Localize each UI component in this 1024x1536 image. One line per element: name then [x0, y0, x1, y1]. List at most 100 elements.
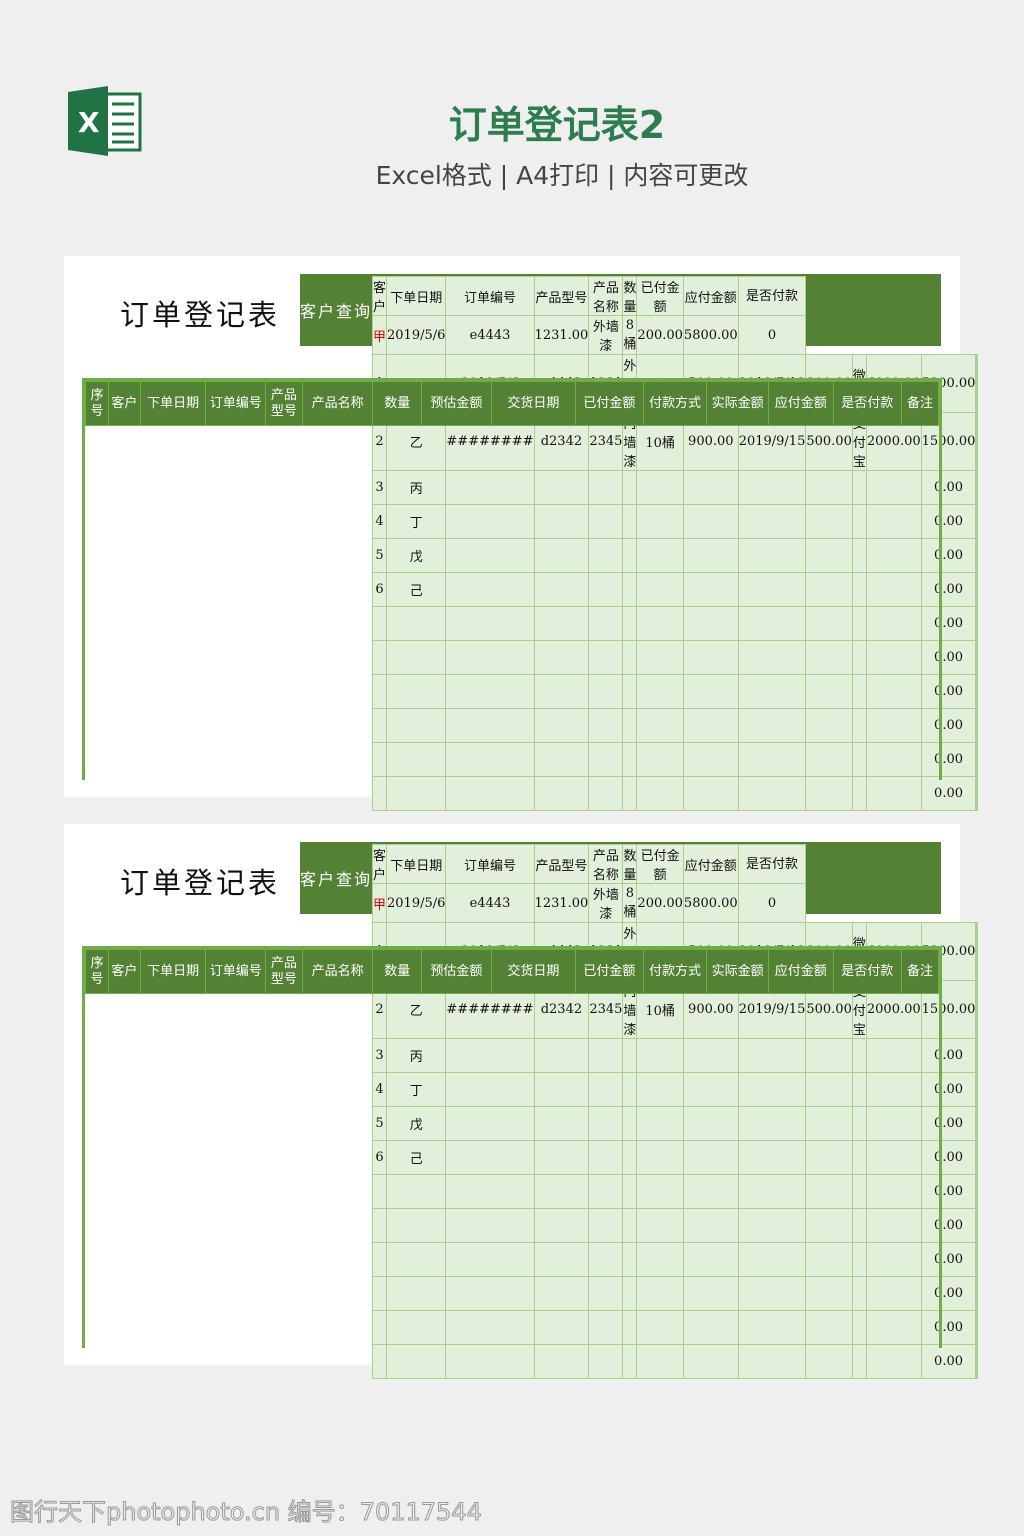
table-cell[interactable]: [805, 1344, 853, 1379]
table-cell[interactable]: 0.00: [920, 1276, 977, 1311]
table-cell[interactable]: [976, 354, 979, 413]
table-cell[interactable]: [445, 1276, 535, 1311]
table-cell[interactable]: [865, 640, 922, 675]
table-cell[interactable]: [445, 1344, 535, 1379]
table-cell[interactable]: [851, 674, 867, 709]
table-cell[interactable]: [622, 538, 638, 573]
table-cell[interactable]: [976, 1208, 979, 1243]
table-cell[interactable]: [371, 606, 388, 641]
table-cell[interactable]: [976, 1106, 979, 1141]
table-cell[interactable]: 丁: [386, 504, 447, 539]
query-customer-input[interactable]: 甲: [371, 883, 388, 923]
table-cell[interactable]: [865, 708, 922, 743]
table-cell[interactable]: [737, 1344, 807, 1379]
table-cell[interactable]: [805, 504, 853, 539]
table-cell[interactable]: [976, 980, 979, 1039]
table-cell[interactable]: [386, 742, 447, 777]
table-cell[interactable]: [636, 1344, 684, 1379]
table-cell[interactable]: [533, 1038, 590, 1073]
table-cell[interactable]: [533, 1106, 590, 1141]
table-cell[interactable]: [851, 776, 867, 811]
table-cell[interactable]: [622, 1242, 638, 1277]
table-cell[interactable]: [445, 708, 535, 743]
table-cell[interactable]: [976, 922, 979, 981]
table-cell[interactable]: [976, 1038, 979, 1073]
table-cell[interactable]: [805, 572, 853, 607]
table-cell[interactable]: [622, 776, 638, 811]
table-cell[interactable]: [865, 742, 922, 777]
table-cell[interactable]: [588, 1038, 624, 1073]
table-cell[interactable]: [588, 1276, 624, 1311]
table-cell[interactable]: [976, 412, 979, 471]
table-cell[interactable]: [976, 538, 979, 573]
table-cell[interactable]: [737, 674, 807, 709]
table-cell[interactable]: [636, 1242, 684, 1277]
table-cell[interactable]: [445, 1106, 535, 1141]
table-cell[interactable]: [533, 1174, 590, 1209]
table-cell[interactable]: [445, 538, 535, 573]
table-cell[interactable]: [445, 1038, 535, 1073]
table-cell[interactable]: [851, 708, 867, 743]
table-cell[interactable]: 3: [371, 1038, 388, 1073]
table-cell[interactable]: [865, 538, 922, 573]
table-cell[interactable]: [682, 470, 739, 505]
table-cell[interactable]: [636, 504, 684, 539]
table-cell[interactable]: [533, 1310, 590, 1345]
table-cell[interactable]: [805, 1276, 853, 1311]
table-cell[interactable]: [533, 708, 590, 743]
table-cell[interactable]: [371, 776, 388, 811]
table-cell[interactable]: [445, 640, 535, 675]
table-cell[interactable]: 1500.00: [920, 412, 977, 471]
table-cell[interactable]: [371, 1242, 388, 1277]
table-cell[interactable]: [737, 1276, 807, 1311]
table-cell[interactable]: [976, 742, 979, 777]
table-cell[interactable]: 6: [371, 572, 388, 607]
table-cell[interactable]: [533, 1072, 590, 1107]
table-cell[interactable]: [976, 1276, 979, 1311]
table-cell[interactable]: [682, 538, 739, 573]
table-cell[interactable]: [636, 1276, 684, 1311]
table-cell[interactable]: [805, 640, 853, 675]
table-cell[interactable]: [588, 606, 624, 641]
table-cell[interactable]: [371, 1344, 388, 1379]
table-cell[interactable]: [805, 742, 853, 777]
table-cell[interactable]: [851, 1208, 867, 1243]
table-cell[interactable]: [636, 1140, 684, 1175]
table-cell[interactable]: [851, 538, 867, 573]
table-cell[interactable]: [737, 708, 807, 743]
table-cell[interactable]: [636, 572, 684, 607]
table-cell[interactable]: [976, 674, 979, 709]
table-cell[interactable]: [533, 1276, 590, 1311]
table-cell[interactable]: [533, 1344, 590, 1379]
table-cell[interactable]: 0.00: [920, 640, 977, 675]
table-cell[interactable]: [851, 1038, 867, 1073]
table-cell[interactable]: [805, 1038, 853, 1073]
table-cell[interactable]: [976, 1242, 979, 1277]
table-cell[interactable]: [805, 470, 853, 505]
table-cell[interactable]: [588, 674, 624, 709]
table-cell[interactable]: [533, 504, 590, 539]
table-cell[interactable]: [445, 1310, 535, 1345]
table-cell[interactable]: [588, 572, 624, 607]
table-cell[interactable]: [445, 776, 535, 811]
table-cell[interactable]: [588, 538, 624, 573]
table-cell[interactable]: [737, 640, 807, 675]
table-cell[interactable]: [976, 470, 979, 505]
table-cell[interactable]: [737, 1140, 807, 1175]
table-cell[interactable]: [865, 1038, 922, 1073]
table-cell[interactable]: [682, 708, 739, 743]
table-cell[interactable]: [737, 1310, 807, 1345]
table-cell[interactable]: [533, 606, 590, 641]
table-cell[interactable]: [533, 538, 590, 573]
table-cell[interactable]: [976, 1140, 979, 1175]
table-cell[interactable]: 内墙漆: [622, 412, 638, 471]
table-cell[interactable]: [386, 606, 447, 641]
table-cell[interactable]: [636, 1072, 684, 1107]
table-cell[interactable]: [976, 776, 979, 811]
table-cell[interactable]: [533, 674, 590, 709]
table-cell[interactable]: [386, 640, 447, 675]
table-cell[interactable]: [445, 470, 535, 505]
table-cell[interactable]: [386, 1242, 447, 1277]
table-cell[interactable]: [865, 504, 922, 539]
table-cell[interactable]: [851, 1344, 867, 1379]
